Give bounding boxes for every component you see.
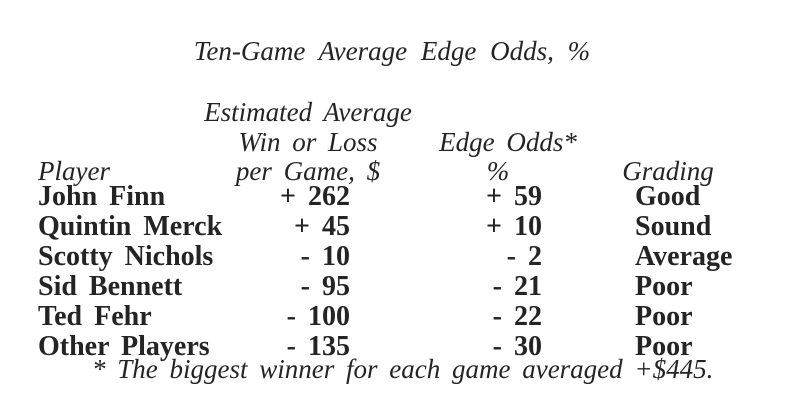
player-name-cell: Ted Fehr: [38, 301, 152, 332]
win-loss-cell: - 10: [300, 241, 350, 272]
header-win-loss-line2: Win or Loss: [238, 127, 378, 157]
odds-table-body: John Finn + 262 + 59 Good Quintin Merck …: [38, 181, 733, 362]
grading-cell: Good: [635, 181, 701, 212]
win-loss-cell: + 45: [294, 211, 350, 242]
edge-odds-cell: - 21: [492, 271, 542, 302]
player-name-cell: John Finn: [38, 181, 166, 212]
edge-odds-cell: + 59: [486, 181, 542, 212]
header-grading: Grading: [622, 156, 714, 186]
edge-odds-cell: - 22: [492, 301, 542, 332]
footnote: * The biggest winner for each game avera…: [92, 354, 714, 384]
table-title: Ten-Game Average Edge Odds, %: [193, 36, 591, 66]
grading-cell: Sound: [635, 211, 712, 242]
grading-cell: Poor: [635, 331, 693, 362]
grading-cell: Poor: [635, 301, 693, 332]
player-name-cell: Sid Bennett: [38, 271, 183, 302]
grading-cell: Average: [635, 241, 733, 272]
win-loss-cell: - 100: [286, 301, 350, 332]
player-name-cell: Other Players: [38, 331, 210, 362]
table-row: Scotty Nichols - 10 - 2 Average: [38, 241, 733, 272]
edge-odds-cell: + 10: [486, 211, 542, 242]
table-row: Ted Fehr - 100 - 22 Poor: [38, 301, 693, 332]
win-loss-cell: + 262: [280, 181, 350, 212]
table-row: John Finn + 262 + 59 Good: [38, 181, 701, 212]
table-row: Quintin Merck + 45 + 10 Sound: [38, 211, 712, 242]
table-row: Other Players - 135 - 30 Poor: [38, 331, 693, 362]
edge-odds-cell: - 30: [492, 331, 542, 362]
header-win-loss-line3: per Game, $: [235, 156, 381, 186]
header-win-loss-line1: Estimated Average: [204, 97, 412, 127]
player-name-cell: Quintin Merck: [38, 211, 223, 242]
header-player: Player: [38, 156, 110, 186]
win-loss-cell: - 135: [286, 331, 350, 362]
header-edge-odds-line2: %: [486, 156, 510, 186]
player-name-cell: Scotty Nichols: [38, 241, 214, 272]
win-loss-cell: - 95: [300, 271, 350, 302]
grading-cell: Poor: [635, 271, 693, 302]
table-row: Sid Bennett - 95 - 21 Poor: [38, 271, 693, 302]
edge-odds-cell: - 2: [506, 241, 542, 272]
header-edge-odds-line1: Edge Odds*: [439, 127, 577, 157]
